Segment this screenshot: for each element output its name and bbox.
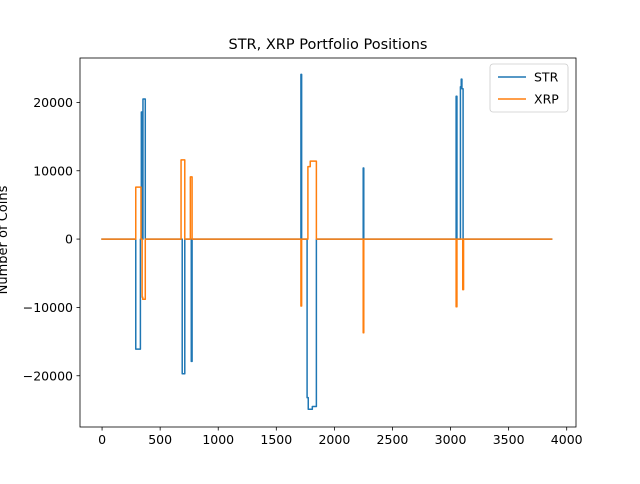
x-tick-label: 3000: [435, 432, 467, 447]
x-tick-label: 3500: [493, 432, 525, 447]
legend-label-xrp: XRP: [534, 92, 559, 107]
series-lines: [101, 73, 553, 410]
x-tick-label: 1000: [202, 432, 234, 447]
x-tick-label: 0: [98, 432, 106, 447]
plot-area: 0 500 1000 1500 2000 2500 3000 3500 4000 −20000 −1…: [23, 57, 583, 447]
y-tick-label: 20000: [33, 95, 73, 110]
x-tick-label: 1500: [260, 432, 292, 447]
x-axis: 0 500 1000 1500 2000 2500 3000 3500 4000: [98, 427, 583, 447]
y-tick-label: 10000: [33, 163, 73, 178]
series-line-xrp: [101, 159, 553, 334]
chart-title: STR, XRP Portfolio Positions: [229, 37, 428, 53]
y-tick-label: −20000: [23, 368, 73, 383]
y-tick-label: 0: [65, 232, 73, 247]
axes-frame: [79, 57, 577, 428]
x-tick-label: 500: [148, 432, 172, 447]
y-tick-label: −10000: [23, 300, 73, 315]
y-axis-label: Number of Coins: [0, 185, 11, 294]
y-axis: −20000 −10000 0 10000 20000: [23, 95, 80, 383]
x-tick-label: 2000: [318, 432, 350, 447]
legend-label-str: STR: [534, 70, 559, 85]
x-tick-label: 2500: [377, 432, 409, 447]
chart-legend: STR XRP: [489, 63, 569, 113]
x-tick-label: 4000: [551, 432, 583, 447]
legend-box: [489, 63, 569, 113]
